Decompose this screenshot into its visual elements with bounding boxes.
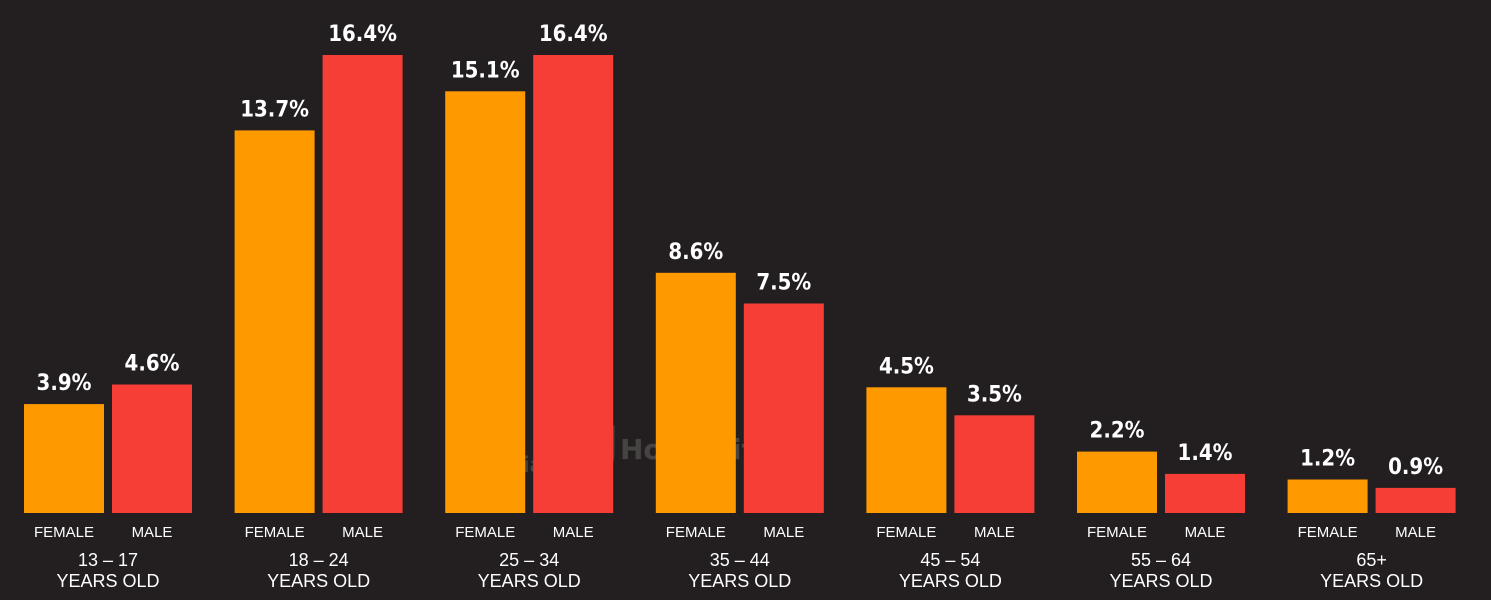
category-label-7-line-1: 65+	[1356, 550, 1387, 570]
bar-male-6	[1165, 473, 1245, 513]
series-label-male-2: MALE	[342, 524, 383, 541]
series-label-female-7: FEMALE	[1298, 524, 1358, 541]
category-label-7-line-2: YEARS OLD	[1320, 571, 1423, 591]
value-label-female-7: 1.2%	[1300, 447, 1355, 472]
category-label-2-line-2: YEARS OLD	[267, 571, 370, 591]
bar-female-4	[655, 272, 736, 513]
series-label-female-2: FEMALE	[245, 524, 305, 541]
series-labels-layer: FEMALE MALE FEMALE MALE FEMALE MALE FEMALE MALE…	[34, 524, 1436, 541]
series-label-male-1: MALE	[132, 524, 173, 541]
value-labels-layer: 3.9% 4.6% 13.7% 16.4% 15.1% 16.4% 8.6% 7.5% 4.5%…	[37, 22, 1444, 480]
value-label-male-3: 16.4%	[539, 22, 608, 47]
category-label-3-line-2: YEARS OLD	[478, 571, 581, 591]
value-label-female-6: 2.2%	[1090, 419, 1145, 444]
value-label-female-4: 8.6%	[668, 240, 723, 265]
bar-male-2	[322, 55, 403, 513]
value-label-male-1: 4.6%	[125, 352, 180, 377]
series-label-female-4: FEMALE	[666, 524, 726, 541]
value-label-female-5: 4.5%	[879, 354, 934, 379]
value-label-male-7: 0.9%	[1388, 455, 1443, 480]
bar-female-6	[1077, 451, 1157, 513]
series-label-male-4: MALE	[763, 524, 804, 541]
bar-male-1	[112, 384, 192, 513]
series-label-female-6: FEMALE	[1087, 524, 1147, 541]
series-label-male-3: MALE	[553, 524, 594, 541]
category-label-5-line-2: YEARS OLD	[899, 571, 1002, 591]
category-label-3-line-1: 25 – 34	[499, 550, 559, 570]
value-label-male-2: 16.4%	[328, 22, 397, 47]
value-label-female-1: 3.9%	[37, 371, 92, 396]
bar-female-1	[24, 404, 104, 513]
bar-female-7	[1287, 479, 1368, 513]
bar-female-2	[234, 130, 315, 513]
series-label-male-7: MALE	[1395, 524, 1436, 541]
series-label-female-5: FEMALE	[876, 524, 936, 541]
category-label-6-line-2: YEARS OLD	[1109, 571, 1212, 591]
value-label-female-3: 15.1%	[451, 58, 520, 83]
value-label-male-6: 1.4%	[1178, 441, 1233, 466]
category-label-2-line-1: 18 – 24	[289, 550, 349, 570]
bar-female-3	[445, 91, 526, 514]
bars-layer	[24, 55, 1456, 514]
value-label-male-5: 3.5%	[967, 382, 1022, 407]
value-label-male-4: 7.5%	[756, 271, 811, 296]
category-label-6-line-1: 55 – 64	[1131, 550, 1191, 570]
bar-male-4	[743, 303, 824, 513]
series-label-female-1: FEMALE	[34, 524, 94, 541]
bar-male-7	[1375, 487, 1456, 513]
bar-male-3	[533, 55, 614, 513]
bar-female-5	[866, 387, 947, 513]
category-label-1-line-2: YEARS OLD	[56, 571, 159, 591]
series-label-male-5: MALE	[974, 524, 1015, 541]
bar-male-5	[954, 415, 1035, 513]
category-label-4-line-2: YEARS OLD	[688, 571, 791, 591]
series-label-female-3: FEMALE	[455, 524, 515, 541]
series-label-male-6: MALE	[1185, 524, 1226, 541]
value-label-female-2: 13.7%	[240, 97, 309, 122]
category-label-4-line-1: 35 – 44	[710, 550, 770, 570]
category-label-5-line-1: 45 – 54	[920, 550, 980, 570]
category-label-1-line-1: 13 – 17	[78, 550, 138, 570]
